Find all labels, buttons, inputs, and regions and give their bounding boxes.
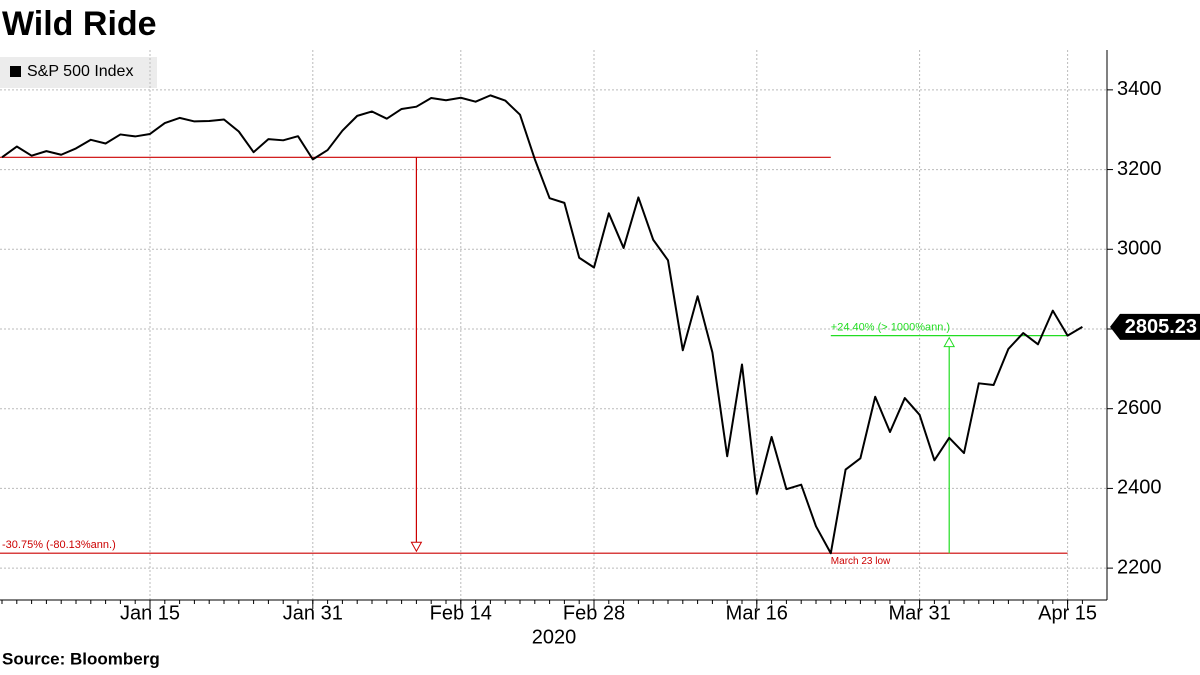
y-tick-label: 3200 — [1117, 158, 1162, 180]
y-tick-label: 2200 — [1117, 556, 1162, 578]
legend-box — [0, 57, 157, 88]
x-tick-label: Mar 16 — [726, 602, 788, 624]
y-tick-label: 2600 — [1117, 397, 1162, 419]
x-tick-label: Jan 15 — [120, 602, 180, 624]
y-tick-label: 3400 — [1117, 78, 1162, 100]
x-tick-label: Apr 15 — [1038, 602, 1097, 624]
rebound-arrowhead — [943, 336, 956, 348]
x-tick-label: Feb 28 — [563, 602, 625, 624]
decline-label: -30.75% (-80.13%ann.) — [2, 539, 116, 551]
chart-title: Wild Ride — [2, 5, 157, 43]
last-value-tag — [1110, 313, 1200, 340]
y-tick-label: 2400 — [1117, 477, 1162, 499]
low-label: March 23 low — [831, 556, 891, 567]
x-tick-label: Feb 14 — [430, 602, 492, 624]
x-sublabel: 2020 — [532, 626, 577, 648]
last-value-label: 2805.23 — [1125, 316, 1197, 338]
rebound-label: +24.40% (> 1000%ann.) — [831, 322, 950, 334]
y-tick-label: 3000 — [1117, 238, 1162, 260]
decline-arrowhead — [410, 541, 423, 553]
price-line — [1, 94, 1083, 555]
x-tick-label: Mar 31 — [888, 602, 950, 624]
legend-label: S&P 500 Index — [27, 63, 133, 80]
legend-swatch — [10, 66, 21, 77]
x-tick-label: Jan 31 — [283, 602, 343, 624]
source: Source: Bloomberg — [2, 649, 160, 668]
